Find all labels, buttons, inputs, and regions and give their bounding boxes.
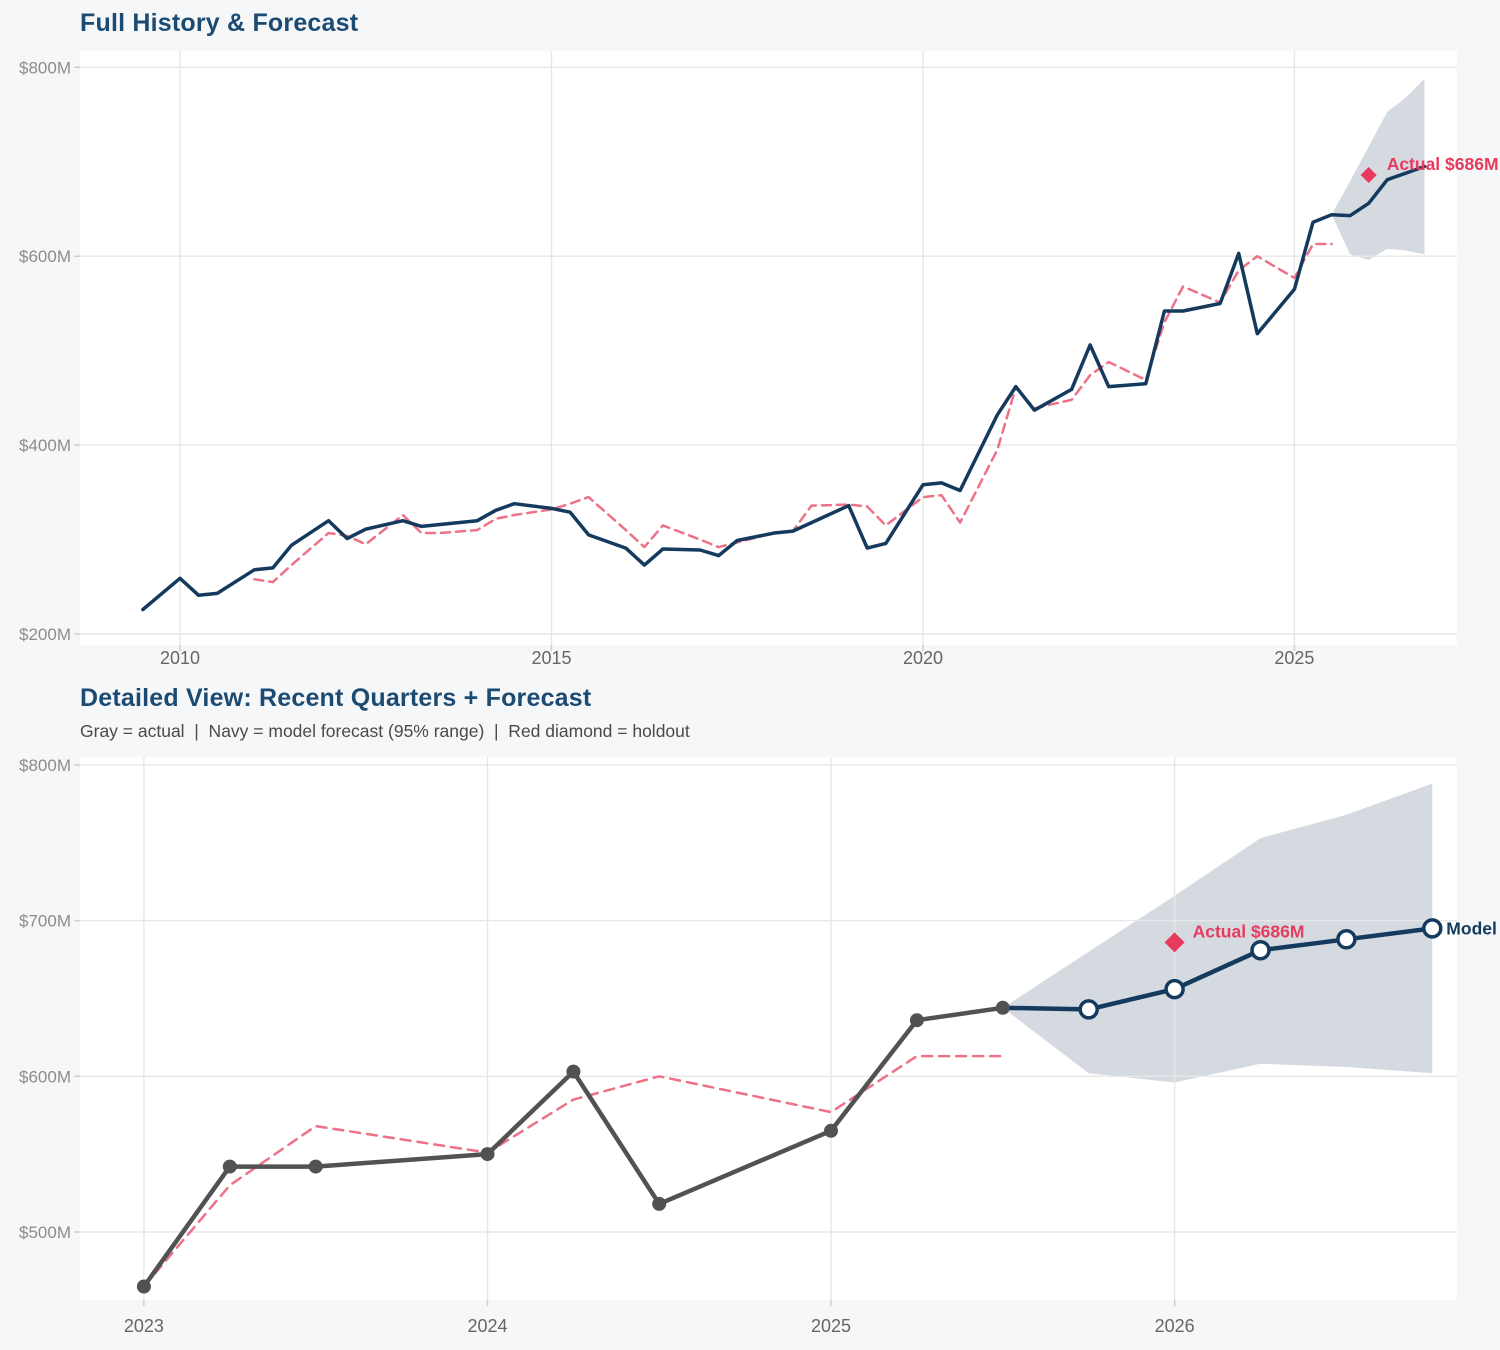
x-tick-label: 2023	[124, 1316, 164, 1336]
full-history-forecast-chart: 2010 2015 2020 2025 $200M $400M $600M $800M Actu…	[19, 51, 1499, 668]
x-tick-label: 2010	[160, 648, 200, 668]
actual-quarters-point	[480, 1147, 495, 1162]
detailed-view-chart: 2023 2024 2025 2026 $500M $600M $700M $800M Mode…	[19, 756, 1497, 1336]
forecast-95pct-range	[1331, 78, 1425, 260]
x-tick-label: 2020	[903, 648, 943, 668]
actual-quarters-point	[566, 1064, 581, 1079]
actual-quarters-point	[995, 1000, 1010, 1015]
actual-quarters-point	[824, 1123, 838, 1138]
model-forecast-point	[1164, 978, 1185, 1000]
detailed-view-chart-title: Detailed View: Recent Quarters + Forecas…	[80, 684, 592, 712]
x-tick-label: 2024	[467, 1316, 507, 1336]
y-tick-label: $700M	[19, 912, 71, 931]
holdout-label: Actual $686M	[1193, 921, 1305, 941]
actual-quarters-point	[652, 1196, 667, 1211]
model-forecast-line	[1000, 926, 1435, 1012]
x-tick-label: 2026	[1155, 1316, 1195, 1336]
model-forecast-point	[1078, 999, 1099, 1020]
model-in-sample-prediction-line	[142, 1054, 1005, 1288]
model-forecast-point	[1336, 929, 1357, 950]
y-tick-label: $500M	[19, 1223, 71, 1242]
detailed-view-chart-legend-subtitle: Gray = actual | Navy = model forecast (9…	[80, 721, 690, 741]
x-tick-label: 2015	[531, 648, 571, 668]
model-line-label: Model	[1446, 918, 1497, 938]
x-tick-label: 2025	[1274, 648, 1314, 668]
holdout-diamond	[1360, 167, 1377, 183]
y-tick-label: $200M	[19, 625, 71, 644]
holdout-diamond	[1164, 932, 1185, 953]
holdout-label: Actual $686M	[1387, 154, 1499, 174]
forecast-95pct-range	[1002, 783, 1433, 1083]
actual-quarters-point	[136, 1279, 151, 1294]
y-tick-label: $400M	[19, 436, 71, 455]
y-tick-label: $600M	[19, 1067, 71, 1086]
full-history-chart-title: Full History & Forecast	[80, 9, 359, 37]
model-forecast-point	[1422, 918, 1443, 939]
actual-quarters-point	[308, 1159, 323, 1174]
model-forecast-point	[1250, 939, 1271, 961]
y-tick-label: $800M	[19, 58, 71, 77]
y-tick-label: $600M	[19, 247, 71, 266]
plot-area	[80, 51, 1457, 645]
x-tick-label: 2025	[811, 1316, 851, 1336]
actual-quarters-point	[909, 1013, 924, 1028]
actual-quarters-point	[222, 1159, 237, 1174]
y-tick-label: $800M	[19, 756, 71, 775]
actual-history-and-forecast-line	[141, 164, 1427, 612]
